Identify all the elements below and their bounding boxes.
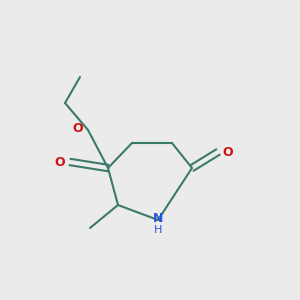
Text: O: O [223, 146, 233, 158]
Text: N: N [153, 212, 163, 226]
Text: O: O [55, 155, 65, 169]
Text: H: H [154, 225, 162, 235]
Text: O: O [73, 122, 83, 136]
